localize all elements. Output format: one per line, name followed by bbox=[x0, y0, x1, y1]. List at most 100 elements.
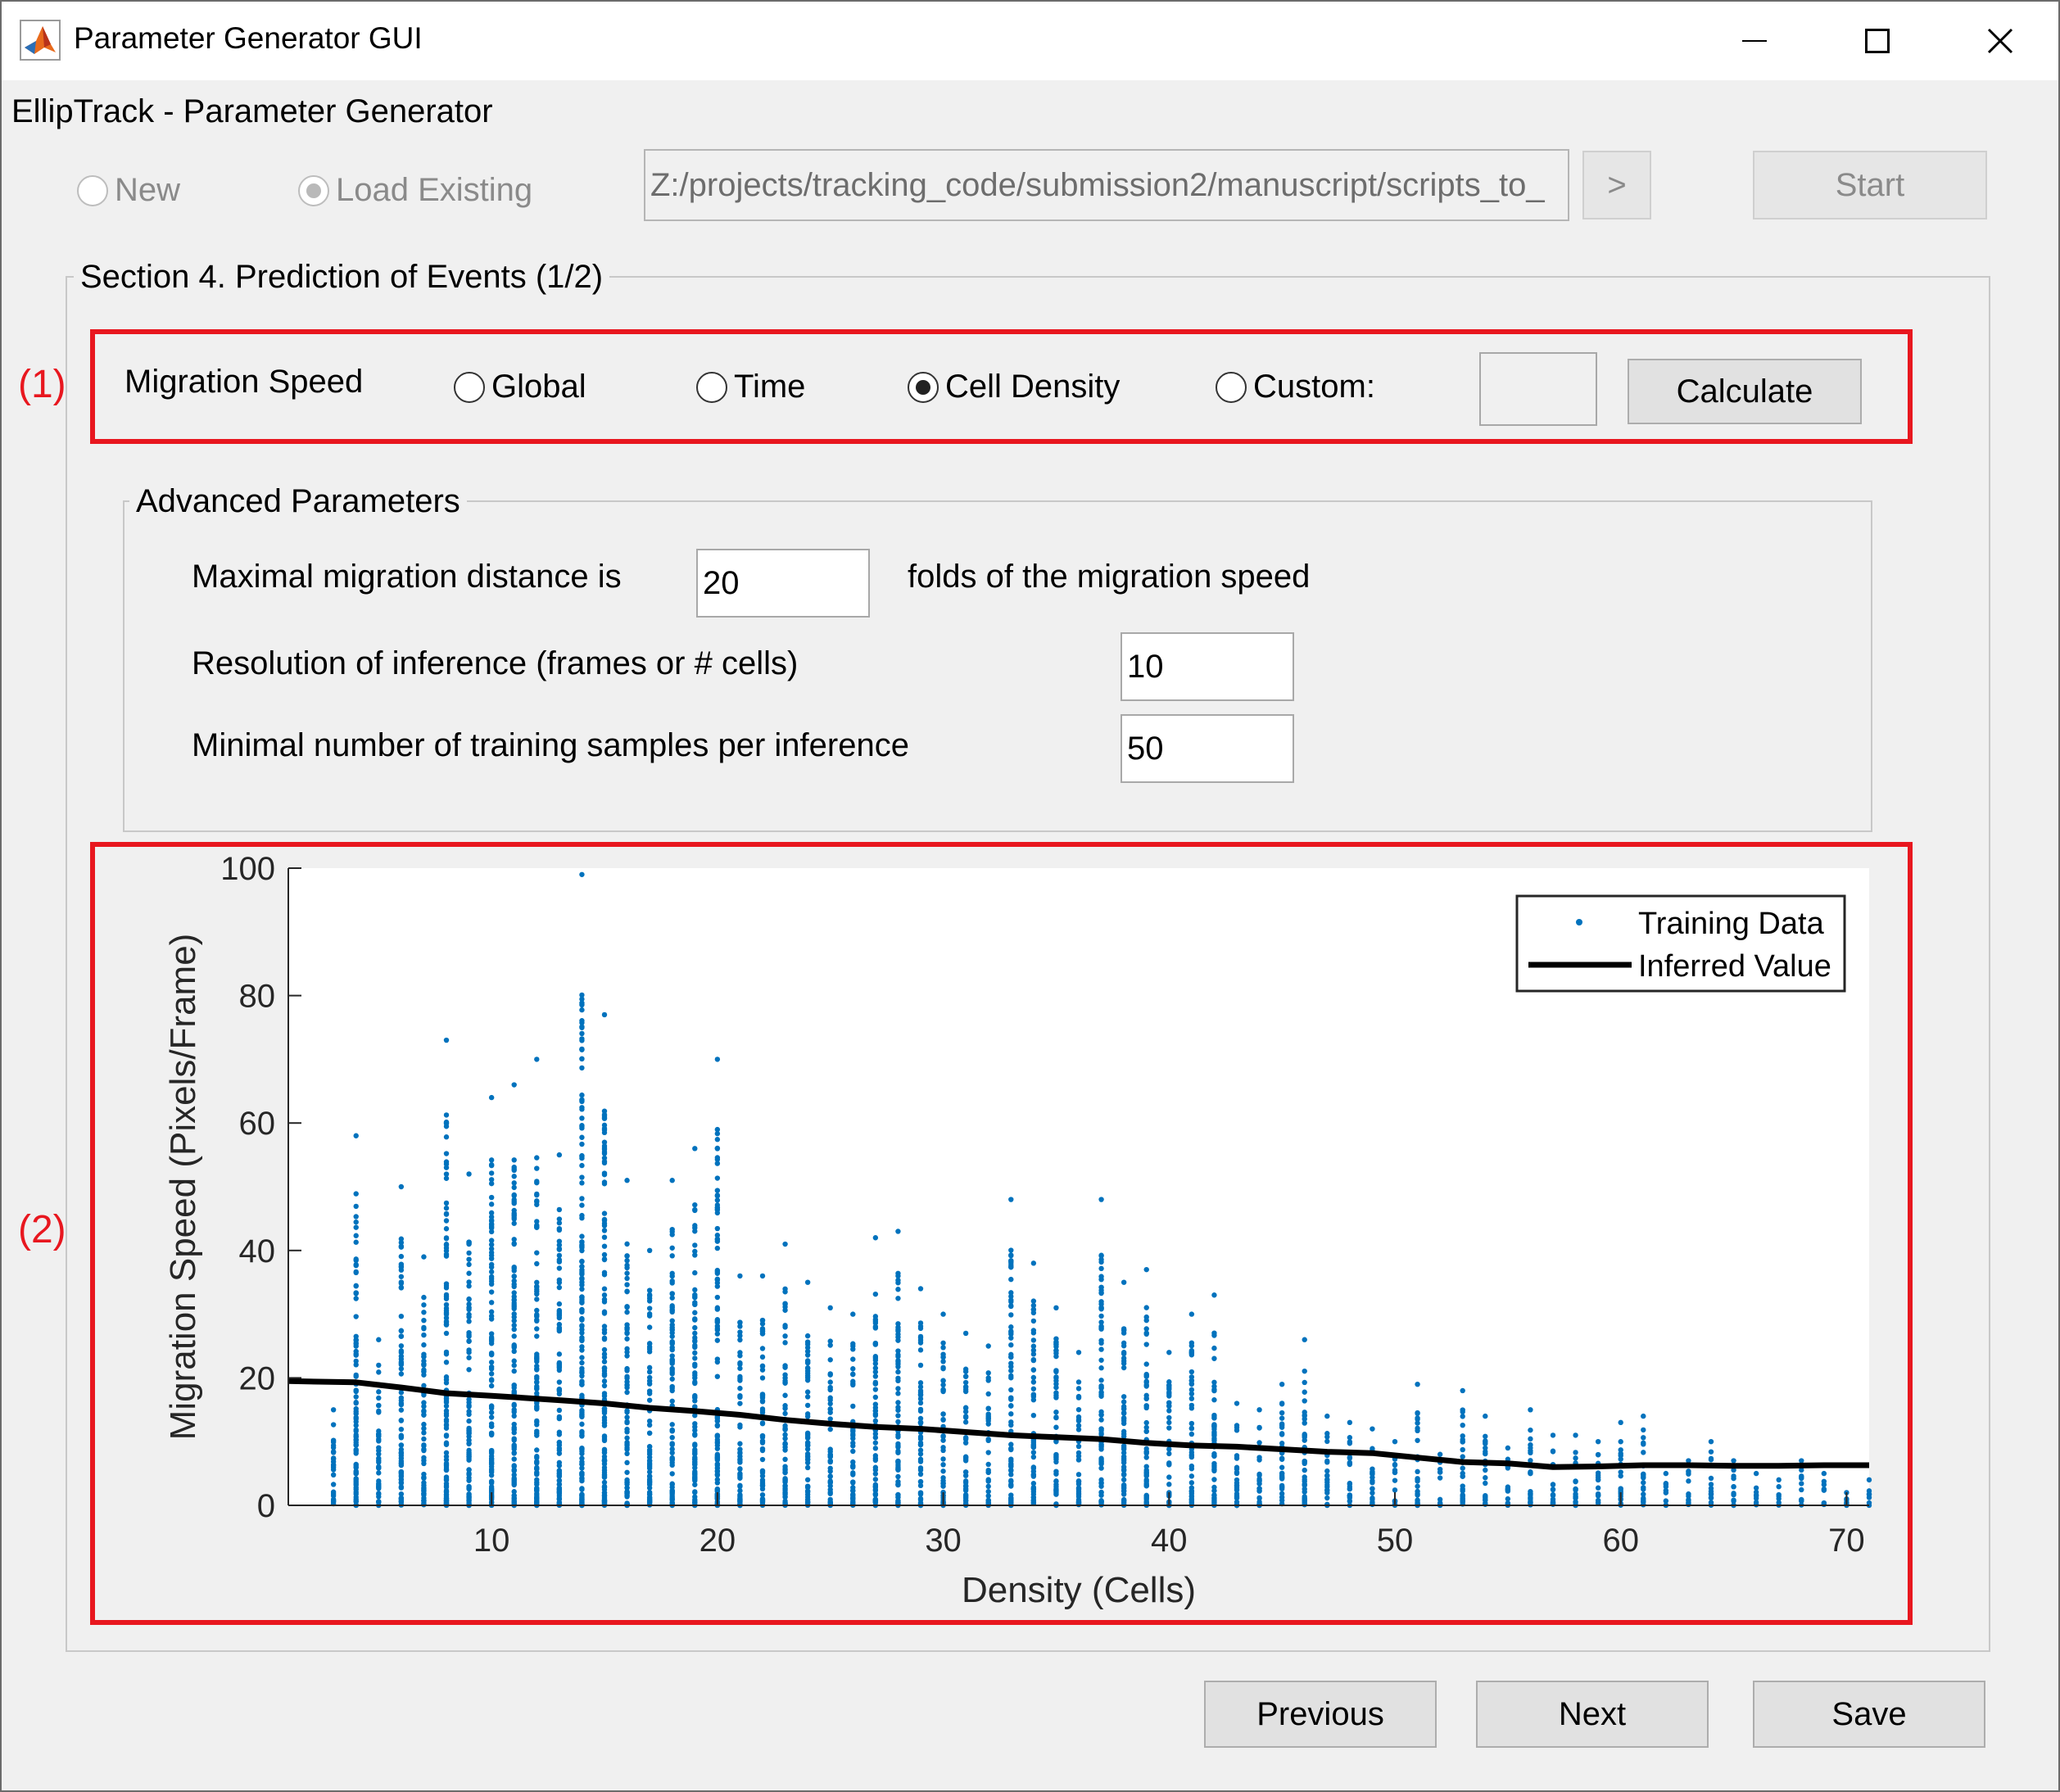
training-data-point bbox=[1324, 1477, 1330, 1483]
training-data-point bbox=[1098, 1306, 1104, 1311]
training-data-point bbox=[579, 1368, 585, 1374]
training-data-point bbox=[601, 1324, 608, 1329]
training-data-point bbox=[1256, 1407, 1262, 1413]
close-button[interactable] bbox=[1955, 11, 2045, 70]
training-data-point bbox=[827, 1338, 833, 1344]
training-data-point bbox=[895, 1432, 901, 1438]
training-data-point bbox=[511, 1348, 517, 1355]
training-data-point bbox=[466, 1347, 472, 1353]
training-data-point bbox=[488, 1414, 495, 1420]
training-data-point bbox=[534, 1326, 540, 1332]
training-data-point bbox=[579, 1392, 585, 1398]
training-data-point bbox=[804, 1459, 811, 1466]
training-data-point bbox=[1279, 1415, 1285, 1421]
training-data-point bbox=[1753, 1492, 1759, 1498]
training-data-point bbox=[1573, 1491, 1578, 1497]
training-data-point bbox=[443, 1475, 450, 1482]
training-data-point bbox=[669, 1346, 675, 1353]
training-data-point bbox=[1030, 1481, 1037, 1487]
training-data-point bbox=[714, 1205, 721, 1211]
training-data-point bbox=[1121, 1498, 1127, 1504]
training-data-point bbox=[1708, 1449, 1714, 1455]
minimize-button[interactable] bbox=[1709, 11, 1800, 70]
training-data-point bbox=[1098, 1378, 1104, 1383]
max-distance-input[interactable]: 20 bbox=[696, 549, 870, 618]
training-data-point bbox=[917, 1415, 924, 1422]
training-data-point bbox=[1256, 1457, 1262, 1463]
training-data-point bbox=[737, 1329, 743, 1335]
radio-new[interactable]: New bbox=[77, 172, 180, 209]
advanced-title: Advanced Parameters bbox=[129, 483, 467, 520]
training-data-point bbox=[1188, 1350, 1195, 1356]
browse-button[interactable]: > bbox=[1582, 151, 1651, 219]
training-data-point bbox=[376, 1470, 382, 1476]
training-data-point bbox=[511, 1430, 517, 1436]
training-data-point bbox=[443, 1253, 450, 1259]
training-data-point bbox=[827, 1387, 833, 1393]
training-data-point bbox=[579, 1465, 585, 1471]
training-data-point bbox=[579, 1477, 585, 1484]
training-data-point bbox=[353, 1427, 359, 1432]
x-tick-label: 60 bbox=[1602, 1523, 1639, 1559]
training-data-point bbox=[443, 1134, 450, 1140]
training-data-point bbox=[443, 1211, 450, 1217]
training-data-point bbox=[579, 1412, 585, 1418]
next-label: Next bbox=[1558, 1695, 1627, 1732]
radio-load-existing[interactable]: Load Existing bbox=[298, 172, 532, 209]
training-data-point bbox=[1053, 1395, 1059, 1401]
training-data-point bbox=[917, 1347, 924, 1353]
maximize-button[interactable] bbox=[1832, 11, 1922, 70]
training-data-point bbox=[895, 1482, 901, 1488]
path-field[interactable]: Z:/projects/tracking_code/submission2/ma… bbox=[644, 149, 1569, 221]
training-data-point bbox=[534, 1379, 540, 1386]
min-samples-input[interactable]: 50 bbox=[1121, 714, 1294, 783]
training-data-point bbox=[827, 1305, 833, 1311]
training-data-point bbox=[646, 1397, 653, 1403]
training-data-point bbox=[443, 1247, 450, 1254]
training-data-point bbox=[646, 1369, 653, 1375]
radio-time[interactable]: Time bbox=[696, 369, 805, 405]
training-data-point bbox=[443, 1423, 450, 1428]
training-data-point bbox=[466, 1367, 472, 1373]
training-data-point bbox=[1008, 1312, 1014, 1318]
radio-custom[interactable]: Custom: bbox=[1216, 369, 1375, 405]
training-data-point bbox=[556, 1450, 563, 1456]
start-button[interactable]: Start bbox=[1753, 151, 1987, 219]
training-data-point bbox=[579, 1242, 585, 1249]
training-data-point bbox=[895, 1337, 901, 1343]
training-data-point bbox=[1347, 1460, 1353, 1466]
training-data-point bbox=[443, 1161, 450, 1167]
training-data-point bbox=[827, 1478, 833, 1484]
training-data-point bbox=[579, 1105, 585, 1111]
training-data-point bbox=[353, 1224, 359, 1230]
training-data-point bbox=[827, 1371, 833, 1377]
training-data-point bbox=[737, 1401, 743, 1406]
calculate-button[interactable]: Calculate bbox=[1628, 359, 1862, 424]
training-data-point bbox=[398, 1261, 405, 1267]
next-button[interactable]: Next bbox=[1476, 1681, 1709, 1748]
training-data-point bbox=[1008, 1441, 1014, 1447]
training-data-point bbox=[1324, 1413, 1330, 1419]
training-data-point bbox=[466, 1467, 472, 1473]
training-data-point bbox=[443, 1171, 450, 1177]
previous-button[interactable]: Previous bbox=[1204, 1681, 1437, 1748]
training-data-point bbox=[1279, 1475, 1285, 1481]
training-data-point bbox=[579, 996, 585, 1002]
radio-global[interactable]: Global bbox=[454, 369, 586, 405]
training-data-point bbox=[488, 1261, 495, 1268]
training-data-point bbox=[511, 1358, 517, 1364]
training-data-point bbox=[624, 1178, 630, 1183]
training-data-point bbox=[782, 1364, 788, 1370]
training-data-point bbox=[376, 1408, 382, 1414]
training-data-point bbox=[1279, 1401, 1285, 1406]
custom-value-field[interactable] bbox=[1479, 352, 1597, 426]
training-data-point bbox=[624, 1309, 630, 1315]
training-data-point bbox=[782, 1304, 788, 1310]
radio-cell-density[interactable]: Cell Density bbox=[908, 369, 1120, 405]
training-data-point bbox=[669, 1487, 675, 1494]
save-button[interactable]: Save bbox=[1753, 1681, 1985, 1748]
resolution-input[interactable]: 10 bbox=[1121, 632, 1294, 701]
training-data-point bbox=[1098, 1465, 1104, 1471]
training-data-point bbox=[488, 1455, 495, 1461]
training-data-point bbox=[782, 1372, 788, 1378]
